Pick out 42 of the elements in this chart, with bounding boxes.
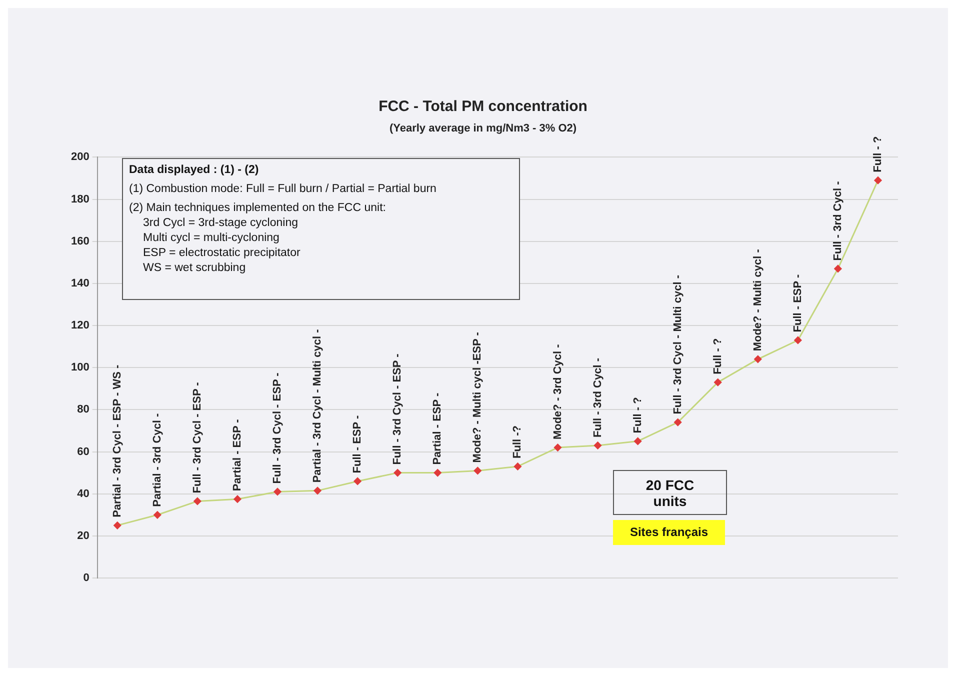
text-box: Sites français — [613, 520, 725, 545]
y-tick-label: 60 — [77, 446, 90, 458]
x-tick-label: Full - 3rd Cycl - ESP - — [272, 372, 284, 484]
x-tick-label: Partial - 3rd Cycl - — [151, 413, 164, 507]
x-tick-label: Partial - ESP - — [432, 392, 444, 465]
chart-title: FCC - Total PM concentration — [378, 98, 588, 116]
annotation: (2) Main techniques implemented on the FCC unit: — [129, 201, 387, 216]
x-tick-label: Full - 3rd Cycl - Multi cycl - — [672, 274, 684, 414]
annotation: 3rd Cycl = 3rd-stage cycloning — [142, 216, 300, 231]
x-tick-label: Full - 3rd Cycl - ESP - — [191, 382, 204, 494]
x-tick-label: Partial - 3rd Cycl - Multi cycl - — [312, 328, 324, 483]
x-tick-label: Full - ? — [632, 396, 644, 434]
annotation: (1) Combustion mode: Full = Full burn / Partial = Partial burn — [129, 182, 438, 197]
x-tick-label: Full - 3rd Cycl - ESP - — [392, 353, 404, 465]
y-tick-label: 160 — [70, 235, 90, 248]
x-tick-label: Full - ? — [872, 136, 884, 172]
y-tick-label: 0 — [83, 572, 90, 584]
y-tick-label: 20 — [77, 530, 90, 542]
x-tick-label: Full - ? — [712, 338, 724, 374]
y-tick-label: 180 — [70, 193, 90, 206]
y-tick-label: 140 — [70, 277, 90, 290]
x-tick-label: Mode? - Multi cycl - — [752, 248, 764, 352]
text-box: 20 FCC units — [613, 470, 727, 515]
y-tick-label: 40 — [77, 488, 90, 500]
annotation: WS = wet scrubbing — [142, 261, 247, 276]
x-tick-label: Full - 3rd Cycl - — [832, 180, 844, 261]
x-tick-label: Mode? - 3rd Cycl - — [552, 344, 564, 440]
x-tick-label: Full - ESP - — [792, 274, 804, 332]
annotation: ESP = electrostatic precipitator — [142, 246, 302, 261]
x-tick-label: Full -? — [512, 425, 524, 458]
chart-subtitle: (Yearly average in mg/Nm3 - 3% O2) — [389, 122, 577, 135]
y-tick-label: 200 — [70, 151, 90, 164]
x-tick-label: Partial - 3rd Cycl - ESP - WS - — [111, 364, 124, 518]
annotation: Data displayed : (1) - (2) — [129, 163, 260, 178]
x-tick-label: Mode? - Multi cycl -ESP - — [472, 332, 484, 463]
x-tick-label: Partial - ESP - — [231, 418, 244, 492]
y-tick-label: 120 — [70, 320, 90, 332]
y-tick-label: 80 — [77, 404, 90, 416]
annotation: Multi cycl = multi-cycloning — [142, 231, 280, 246]
x-tick-label: Full - ESP - — [352, 415, 364, 474]
x-tick-label: Full - 3rd Cycl - — [592, 358, 604, 438]
y-tick-label: 100 — [70, 362, 90, 374]
